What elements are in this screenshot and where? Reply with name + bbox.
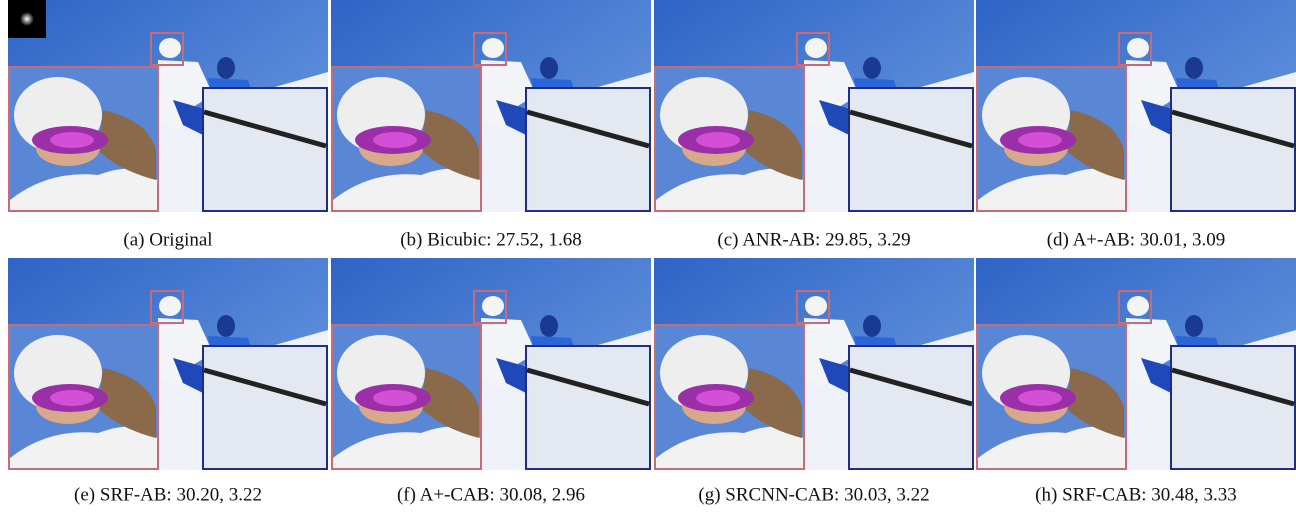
image <box>8 258 328 470</box>
caption: (g) SRCNN-CAB: 30.03, 3.22 <box>698 484 929 505</box>
image <box>331 258 651 470</box>
image <box>331 0 651 212</box>
image <box>976 0 1296 212</box>
image <box>976 258 1296 470</box>
kernel-dot <box>20 12 34 26</box>
image <box>8 0 328 212</box>
panel-image <box>654 0 974 212</box>
caption: (b) Bicubic: 27.52, 1.68 <box>400 229 582 250</box>
panel-image <box>8 258 328 470</box>
caption: (e) SRF-AB: 30.20, 3.22 <box>74 484 262 505</box>
caption: (d) A+-AB: 30.01, 3.09 <box>1047 229 1226 250</box>
caption: (a) Original <box>123 229 212 250</box>
caption: (f) A+-CAB: 30.08, 2.96 <box>397 484 585 505</box>
image <box>654 258 974 470</box>
figure: (a) Original (b) Bicubic: 27.52, 1.68 (c) … <box>0 0 1296 514</box>
image <box>654 0 974 212</box>
panel-image <box>976 258 1296 470</box>
panel-image <box>976 0 1296 212</box>
panel-image <box>654 258 974 470</box>
caption: (h) SRF-CAB: 30.48, 3.33 <box>1035 484 1237 505</box>
caption: (c) ANR-AB: 29.85, 3.29 <box>717 229 910 250</box>
panel-image <box>331 258 651 470</box>
panel-image <box>8 0 328 212</box>
panel-image <box>331 0 651 212</box>
